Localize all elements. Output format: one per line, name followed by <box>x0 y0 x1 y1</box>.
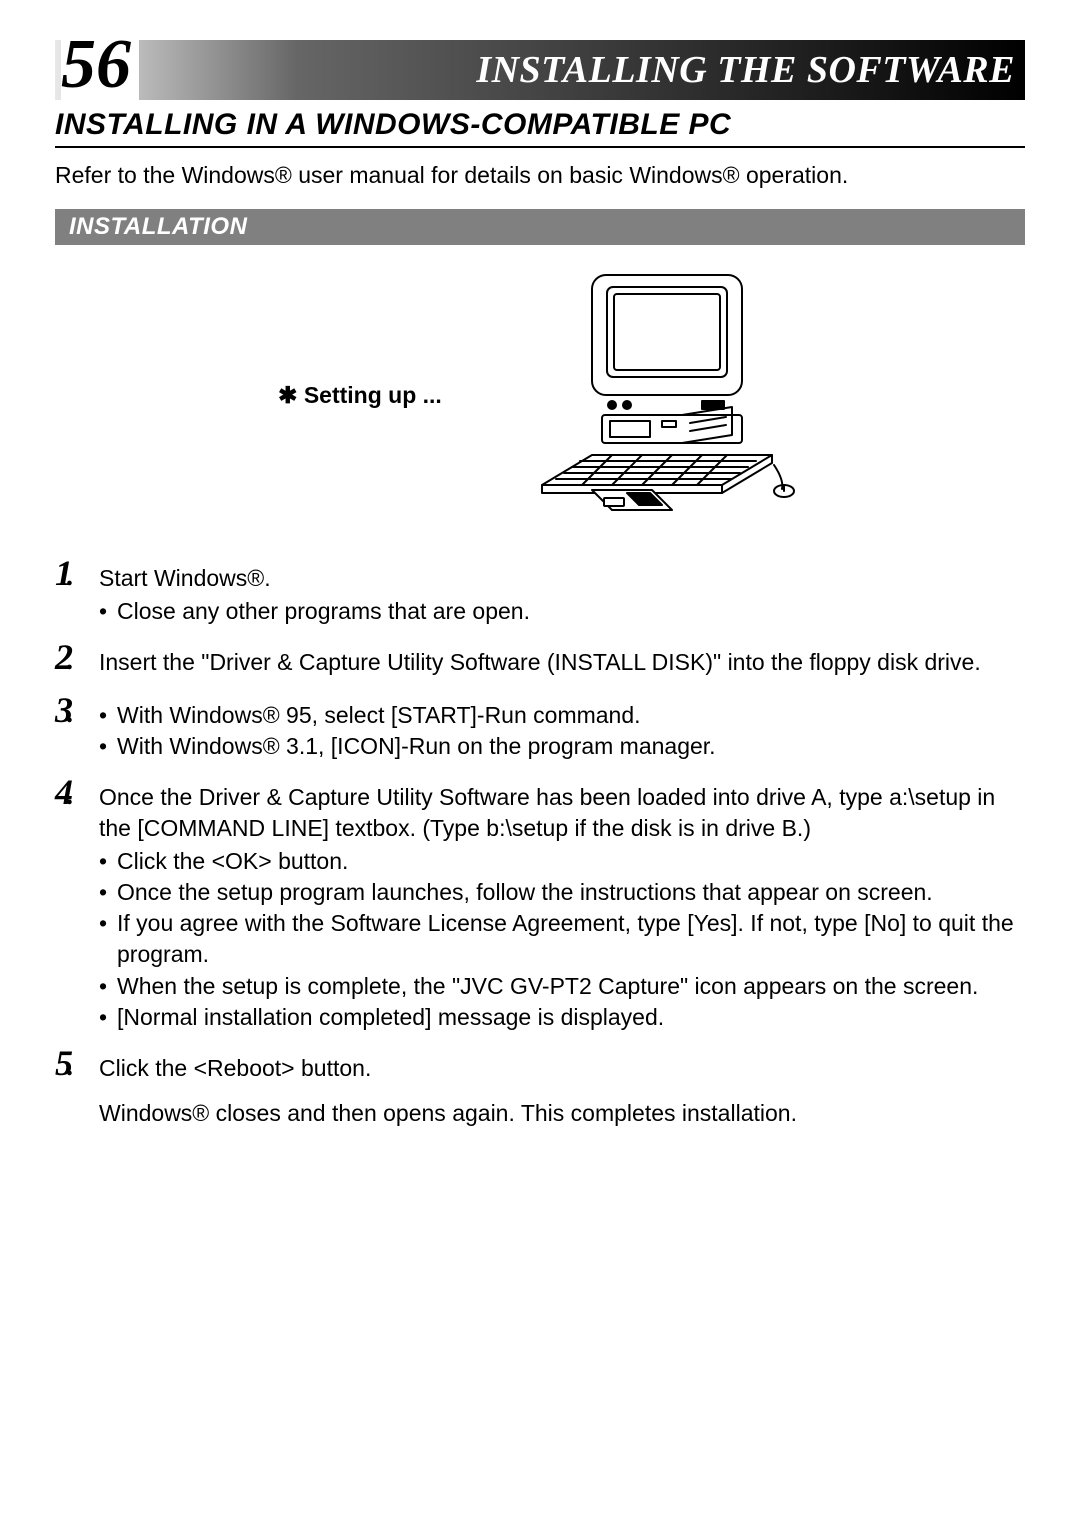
step-bullet: •Close any other programs that are open. <box>99 596 1025 627</box>
step-number: 4. <box>55 774 99 810</box>
setting-up-label: ✱ Setting up ... <box>278 382 442 409</box>
step-lead: Once the Driver & Capture Utility Softwa… <box>99 782 1025 844</box>
step-bullet: •Click the <OK> button. <box>99 846 1025 877</box>
step-5: 5. Click the <Reboot> button. <box>55 1045 1025 1086</box>
header-bar: 56 INSTALLING THE SOFTWARE <box>55 40 1025 100</box>
step-lead: Click the <Reboot> button. <box>99 1053 1025 1084</box>
step-body: Insert the "Driver & Capture Utility Sof… <box>99 639 1025 680</box>
step-lead: Insert the "Driver & Capture Utility Sof… <box>99 647 1025 678</box>
step-body: Start Windows®. •Close any other program… <box>99 555 1025 627</box>
step-number: 3. <box>55 692 99 728</box>
step-4: 4. Once the Driver & Capture Utility Sof… <box>55 774 1025 1032</box>
step-bullet: •With Windows® 3.1, [ICON]-Run on the pr… <box>99 731 1025 762</box>
step-bullet: •[Normal installation completed] message… <box>99 1002 1025 1033</box>
closing-text: Windows® closes and then opens again. Th… <box>99 1100 1025 1127</box>
section-title: INSTALLING IN A WINDOWS-COMPATIBLE PC <box>55 100 1025 148</box>
setup-row: ✱ Setting up ... <box>55 265 1025 525</box>
step-3: 3. •With Windows® 95, select [START]-Run… <box>55 692 1025 762</box>
step-1: 1. Start Windows®. •Close any other prog… <box>55 555 1025 627</box>
step-body: Click the <Reboot> button. <box>99 1045 1025 1086</box>
step-number: 1. <box>55 555 99 591</box>
header-title: INSTALLING THE SOFTWARE <box>476 48 1015 92</box>
step-number: 2. <box>55 639 99 675</box>
step-number: 5. <box>55 1045 99 1081</box>
page-container: 56 INSTALLING THE SOFTWARE INSTALLING IN… <box>0 0 1080 1167</box>
page-number: 56 <box>61 30 139 100</box>
step-body: •With Windows® 95, select [START]-Run co… <box>99 692 1025 762</box>
step-bullet: •If you agree with the Software License … <box>99 908 1025 970</box>
step-bullet: •When the setup is complete, the "JVC GV… <box>99 971 1025 1002</box>
intro-text: Refer to the Windows® user manual for de… <box>55 162 1025 189</box>
computer-illustration <box>522 265 802 525</box>
step-lead: Start Windows®. <box>99 563 1025 594</box>
step-bullet: •Once the setup program launches, follow… <box>99 877 1025 908</box>
step-bullet: •With Windows® 95, select [START]-Run co… <box>99 700 1025 731</box>
sub-bar-installation: INSTALLATION <box>55 209 1025 245</box>
step-2: 2. Insert the "Driver & Capture Utility … <box>55 639 1025 680</box>
step-body: Once the Driver & Capture Utility Softwa… <box>99 774 1025 1032</box>
steps-list: 1. Start Windows®. •Close any other prog… <box>55 555 1025 1086</box>
